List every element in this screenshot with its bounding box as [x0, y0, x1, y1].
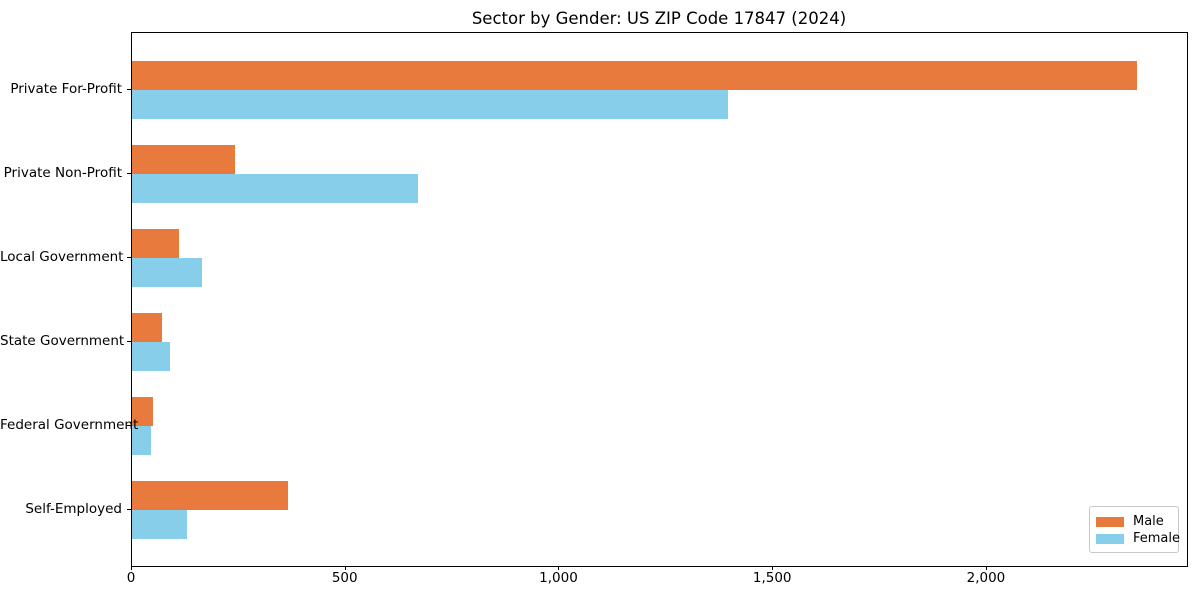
female-legend-swatch	[1096, 534, 1124, 544]
bar-female-1	[132, 89, 729, 119]
legend-entry-female: Female	[1096, 531, 1180, 547]
y-tick-mark	[127, 508, 131, 510]
bar-male-3	[132, 228, 180, 258]
legend-entry-male: Male	[1096, 514, 1172, 530]
x-tick-mark	[772, 566, 774, 570]
x-tick-mark	[131, 566, 132, 570]
bar-male-5	[132, 396, 154, 426]
bar-female-6	[132, 509, 187, 539]
bar-male-6	[132, 480, 289, 510]
x-tick-mark	[985, 566, 987, 570]
y-tick-mark	[127, 340, 131, 342]
y-tick-mark	[127, 172, 131, 174]
bar-female-4	[132, 341, 171, 371]
bar-female-5	[132, 425, 152, 455]
bar-male-1	[132, 60, 1137, 90]
x-tick-label: 1,000	[539, 570, 578, 586]
x-tick-label: 1,500	[752, 570, 792, 586]
y-axis-category-label: Federal Government	[0, 416, 139, 433]
y-tick-mark	[127, 88, 131, 90]
x-tick-label: 0	[126, 570, 136, 586]
y-axis-category-label: State Government	[0, 332, 125, 349]
female-legend-label: Female	[1133, 531, 1181, 546]
plot-area	[131, 32, 1188, 567]
bar-female-2	[132, 173, 418, 203]
y-axis-category-label: Local Government	[0, 248, 124, 265]
y-tick-mark	[127, 424, 131, 426]
chart-title: Sector by Gender: US ZIP Code 17847 (202…	[471, 9, 847, 28]
y-axis-category-label: Self-Employed	[25, 500, 122, 517]
bar-male-2	[132, 144, 235, 174]
x-tick-mark	[344, 566, 346, 570]
y-axis-category-label: Private Non-Profit	[3, 164, 122, 181]
male-legend-label: Male	[1133, 514, 1164, 529]
bar-male-4	[132, 312, 162, 342]
legend: Male Female	[1089, 506, 1180, 553]
male-legend-swatch	[1096, 517, 1124, 527]
x-tick-mark	[558, 566, 560, 570]
x-tick-label: 500	[331, 570, 358, 586]
y-tick-mark	[127, 256, 131, 258]
y-axis-category-label: Private For-Profit	[10, 80, 122, 97]
x-tick-label: 2,000	[966, 570, 1006, 586]
bar-female-3	[132, 257, 203, 287]
